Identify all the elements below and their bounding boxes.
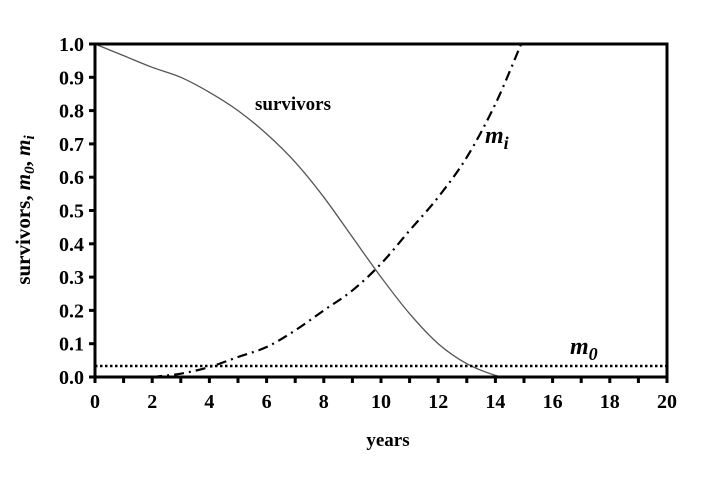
annotation-mi: mi: [485, 123, 509, 153]
y-tick-label: 0.5: [59, 201, 84, 223]
series-survivors-line: [94, 43, 510, 378]
plot-frame: [93, 42, 669, 379]
y-tick-label: 1.0: [59, 34, 84, 56]
x-tick-label: 16: [543, 391, 563, 413]
x-tick-label: 10: [371, 391, 391, 413]
y-tick-label: 0.3: [59, 267, 84, 289]
y-tick-label: 0.6: [59, 167, 84, 189]
y-tick-label: 0.4: [59, 234, 84, 256]
x-tick-label: 8: [319, 391, 329, 413]
x-tick-label: 0: [90, 391, 100, 413]
x-tick-label: 20: [657, 391, 677, 413]
x-tick-label: 12: [428, 391, 448, 413]
y-tick-label: 0.7: [59, 134, 84, 156]
x-tick-label: 14: [485, 391, 505, 413]
annotation-survivors: survivors: [255, 94, 331, 115]
x-tick-label: 18: [600, 391, 620, 413]
x-tick-label: 2: [147, 391, 157, 413]
y-tick-label: 0.1: [59, 334, 84, 356]
y-tick-label: 0.2: [59, 300, 84, 322]
series-mi-line: [152, 43, 523, 379]
annotation-m0: m0: [570, 334, 598, 364]
y-tick-label: 0.9: [59, 67, 84, 89]
y-axis-label: survivors, m0, mi: [11, 134, 38, 284]
y-tick-label: 0.0: [59, 367, 84, 389]
x-axis-label: years: [366, 430, 409, 451]
x-tick-label: 4: [204, 391, 214, 413]
x-tick-label: 6: [262, 391, 272, 413]
y-tick-label: 0.8: [59, 101, 84, 123]
